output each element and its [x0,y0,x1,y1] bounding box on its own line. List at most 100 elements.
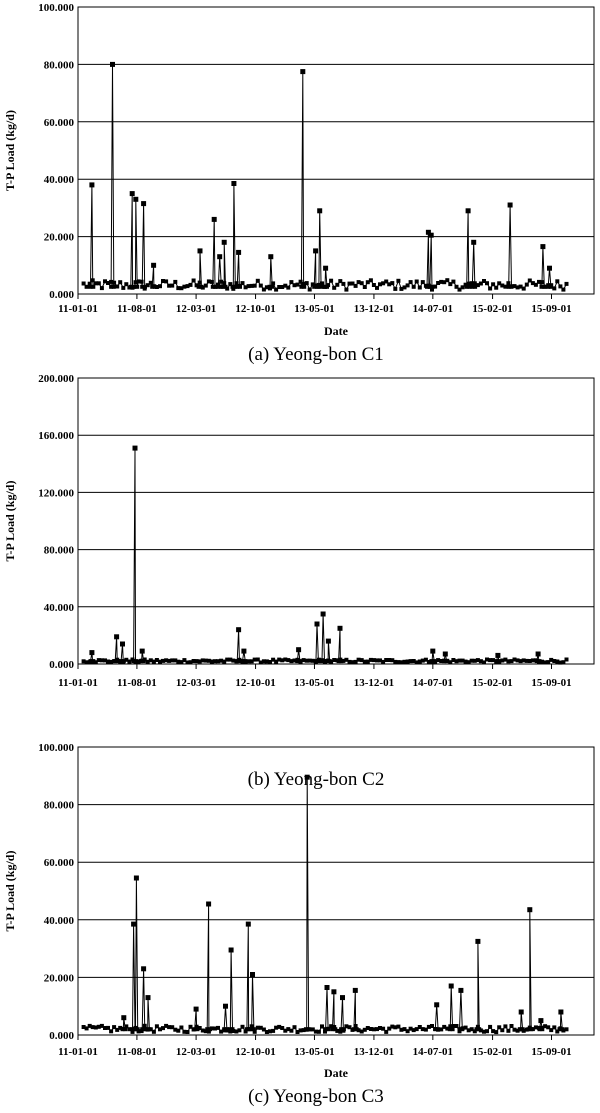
data-point [503,657,508,662]
data-point [84,1026,89,1031]
data-point [93,1025,98,1030]
data-point [549,657,554,662]
data-point [464,284,469,289]
data-point [283,657,288,662]
data-point [154,1024,159,1029]
data-point [411,659,416,663]
data-point [130,1029,135,1034]
data-point [111,284,116,289]
data-point [81,281,86,286]
data-point [405,283,410,288]
data-point [436,1027,441,1032]
data-point [84,660,89,665]
data-point [140,1027,145,1032]
data-point [530,658,535,663]
data-point [109,284,114,289]
data-point [197,1026,202,1030]
data-point [213,659,217,664]
data-point [264,1030,269,1034]
data-point [408,280,413,285]
data-point [121,285,126,290]
data-point [280,658,285,663]
data-point [87,1023,92,1028]
x-tick-label: 11-01-01 [58,303,98,315]
data-point [238,284,242,289]
data-point [136,659,141,664]
data-point [351,1027,356,1032]
data-point [540,1027,545,1032]
data-point [396,1024,401,1029]
x-tick-label: 11-08-01 [117,1046,157,1058]
data-point [145,659,150,664]
data-point [118,280,123,285]
y-tick-label: 40.000 [44,915,75,927]
data-point-peak [151,262,157,268]
data-point [81,659,86,664]
data-point [454,284,459,289]
data-point [482,279,486,283]
x-tick-label: 12-10-01 [235,1046,275,1058]
data-point [301,658,306,663]
data-point [304,281,309,286]
data-point [488,1024,493,1029]
data-point-peak [314,621,320,627]
data-point [543,284,548,289]
data-point [506,659,511,664]
data-point-peak [132,445,138,451]
data-point [451,1024,456,1028]
data-point [270,284,275,289]
data-point-peak [337,625,343,631]
data-point [433,284,438,289]
data-point [148,658,153,663]
x-axis-title: Date [324,1066,349,1080]
y-tick-label: 120.000 [38,487,74,499]
data-point [203,283,208,288]
data-point [195,1027,200,1032]
data-point [103,279,107,284]
x-tick-label: 15-02-01 [472,1046,512,1058]
data-point [555,659,560,664]
data-point [518,659,523,664]
data-point [371,1027,376,1032]
data-point [164,658,169,663]
x-tick-label: 13-12-01 [354,1046,394,1058]
data-point [133,1025,138,1030]
data-point [206,658,211,663]
data-point [500,1028,505,1033]
data-point [216,282,220,287]
data-point [316,657,321,662]
data-point [540,280,544,285]
data-point [439,1027,444,1032]
data-point [307,658,312,663]
data-point [344,1024,349,1029]
data-point [261,287,266,292]
data-point [460,285,465,290]
data-point [515,1028,520,1033]
data-point [530,1027,535,1032]
data-point [512,284,517,289]
data-point-peak [547,265,552,271]
data-point-peak [250,972,255,977]
data-point [235,284,240,289]
x-tick-label: 15-02-01 [472,303,512,315]
data-point [417,285,422,290]
data-point [154,658,159,662]
data-point [240,281,245,286]
y-tick-label: 0.000 [49,1030,74,1042]
data-point [549,1028,554,1033]
y-tick-label: 60.000 [44,117,75,129]
data-point [378,658,382,663]
data-point [515,658,520,663]
data-point [302,284,307,289]
data-point-peak [320,611,326,617]
data-point-peak [217,254,223,260]
data-point-peak [129,191,135,197]
data-point [261,659,266,664]
data-point [81,1025,86,1029]
data-point [158,284,162,289]
data-point [457,1027,462,1032]
panel-caption: (c) Yeong-bon C3 [248,1086,384,1107]
data-point [206,279,211,284]
data-point [258,1025,263,1030]
data-point [390,281,395,286]
